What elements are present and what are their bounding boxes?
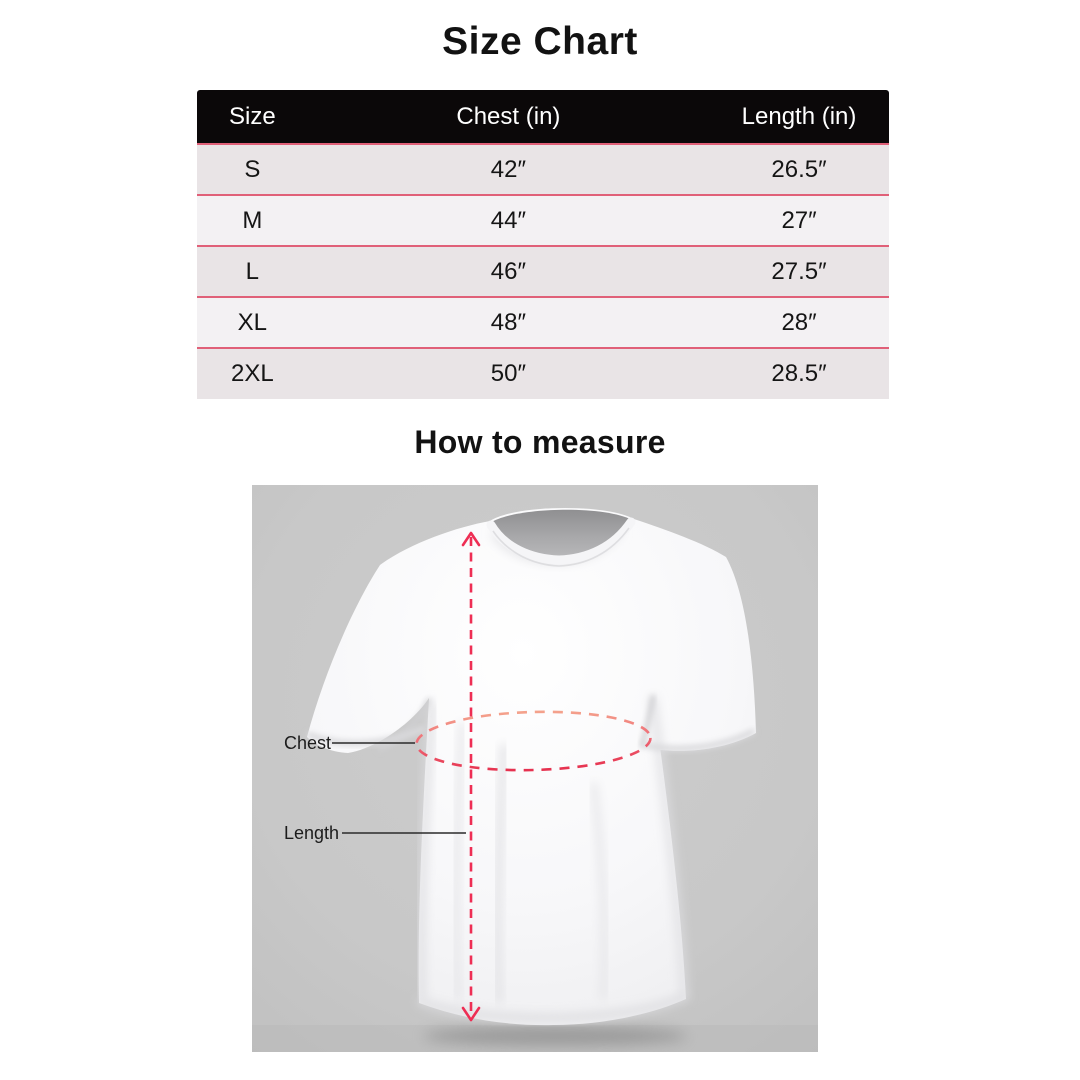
tshirt-illustration: Chest Length (252, 485, 818, 1052)
size-chart-table: Size Chest (in) Length (in) S 42″ 26.5″ … (197, 90, 889, 399)
table-row-m: M 44″ 27″ (197, 195, 889, 246)
tshirt-shadow (423, 1026, 687, 1046)
length-arrow-up-icon (461, 531, 481, 547)
cell-chest: 48″ (307, 297, 710, 348)
cell-length: 28″ (709, 297, 889, 348)
cell-length: 27″ (709, 195, 889, 246)
length-label: Length (284, 823, 339, 843)
tshirt-collar-band (486, 517, 636, 565)
chest-measure-ellipse (415, 710, 652, 772)
cell-size: M (197, 195, 308, 246)
header-cell-chest: Chest (in) (307, 90, 710, 144)
cell-size: L (197, 246, 308, 297)
tshirt-measure-diagram: Chest Length (252, 485, 818, 1052)
cell-chest: 50″ (307, 348, 710, 399)
header-cell-size: Size (197, 90, 308, 144)
header-cell-length: Length (in) (709, 90, 889, 144)
length-arrow-down-icon (461, 1006, 481, 1022)
size-chart-table-container: Size Chest (in) Length (in) S 42″ 26.5″ … (197, 90, 889, 399)
diagram-labels: Chest Length (284, 733, 466, 843)
cell-chest: 44″ (307, 195, 710, 246)
page-title: Size Chart (442, 20, 638, 63)
cell-length: 27.5″ (709, 246, 889, 297)
table-row-2xl: 2XL 50″ 28.5″ (197, 348, 889, 399)
tshirt-body (307, 507, 756, 1026)
table-row-s: S 42″ 26.5″ (197, 144, 889, 195)
cell-length: 28.5″ (709, 348, 889, 399)
how-to-measure-title: How to measure (414, 424, 666, 460)
table-header-row: Size Chest (in) Length (in) (197, 90, 889, 144)
chest-label: Chest (284, 733, 331, 753)
table-row-l: L 46″ 27.5″ (197, 246, 889, 297)
cell-chest: 46″ (307, 246, 710, 297)
length-measure-line (461, 531, 481, 1022)
cell-size: 2XL (197, 348, 308, 399)
tshirt-collar-shadow (492, 527, 630, 567)
table-row-xl: XL 48″ 28″ (197, 297, 889, 348)
cell-size: S (197, 144, 308, 195)
cell-length: 26.5″ (709, 144, 889, 195)
cell-size: XL (197, 297, 308, 348)
cell-chest: 42″ (307, 144, 710, 195)
